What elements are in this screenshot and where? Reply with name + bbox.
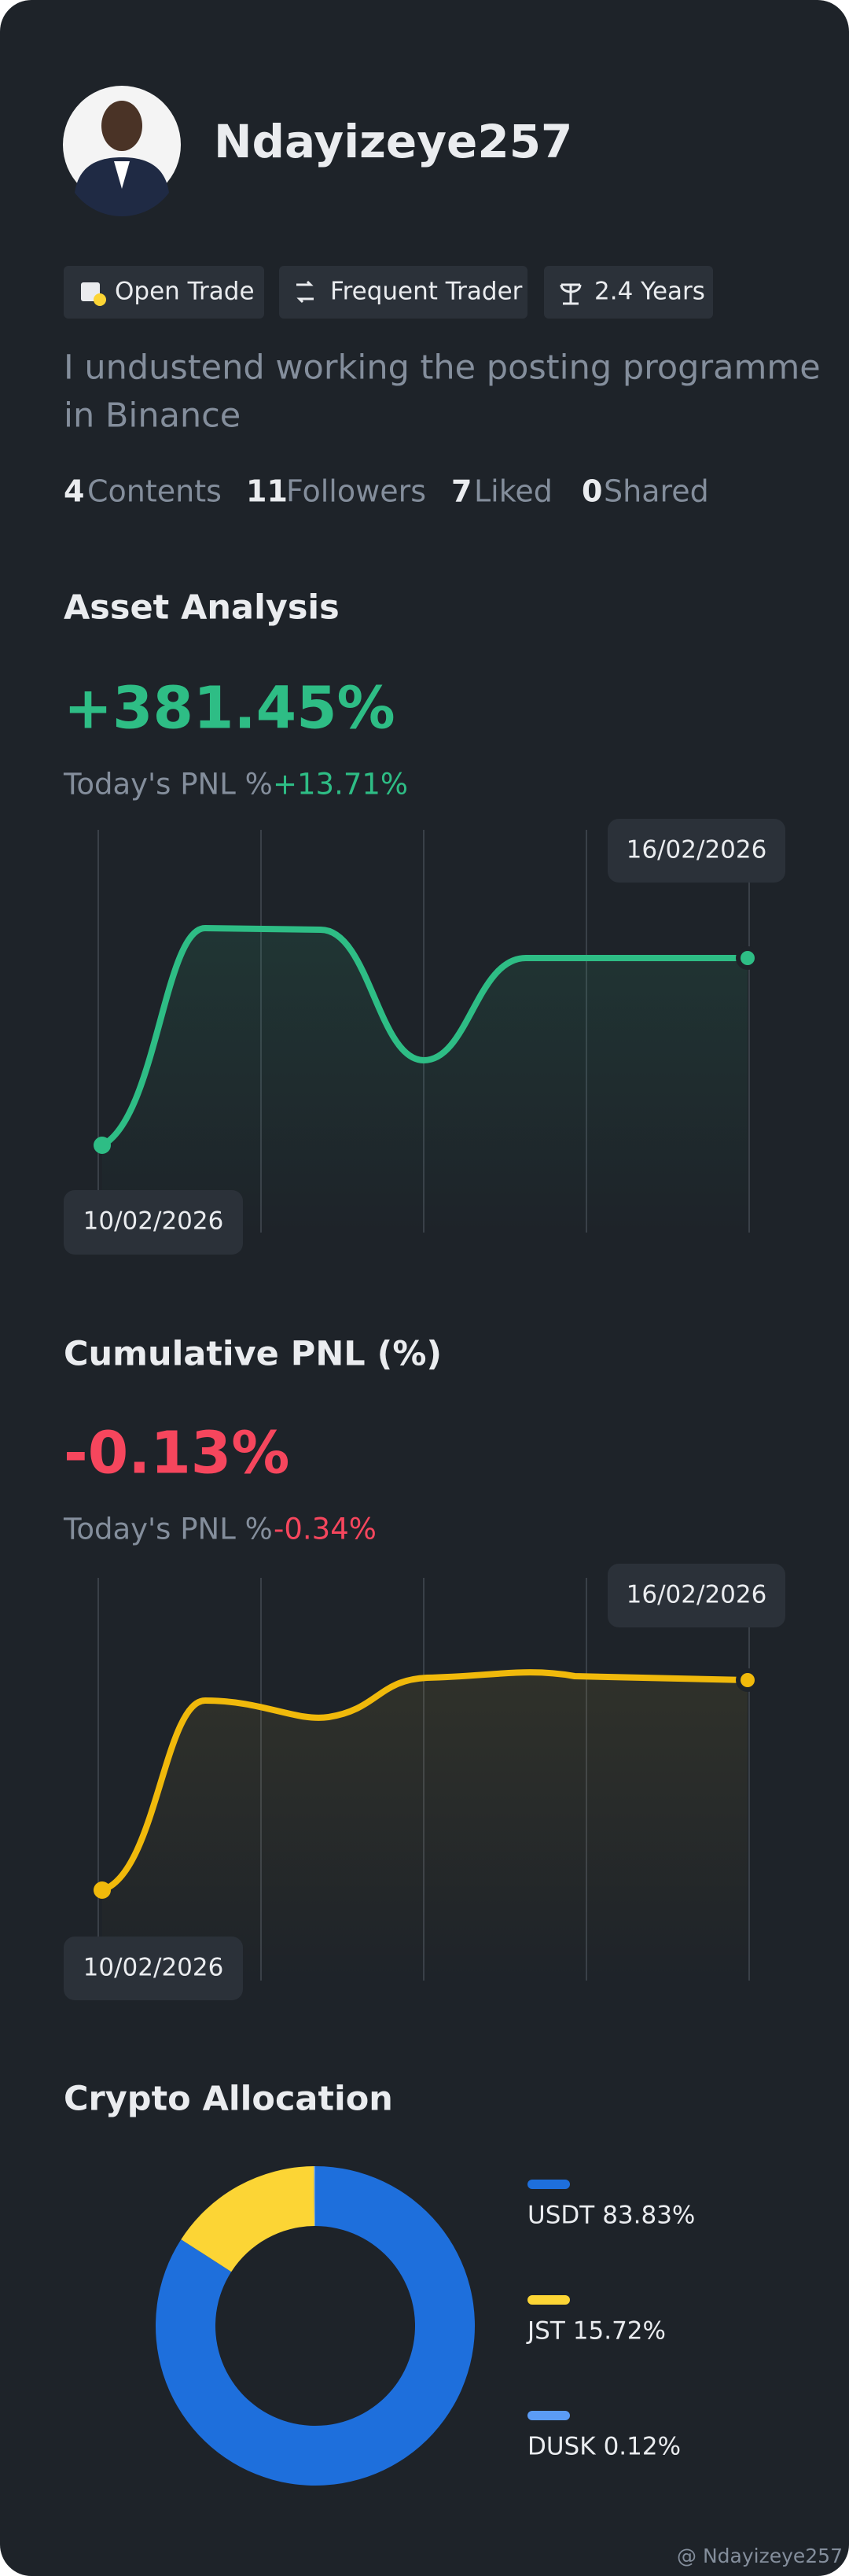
date-tooltip: 10/02/2026 bbox=[83, 1954, 224, 1982]
pie-slice bbox=[181, 2166, 315, 2272]
badge: Frequent Trader bbox=[330, 278, 523, 306]
pie-slice bbox=[314, 2166, 315, 2227]
badge: 2.4 Years bbox=[594, 278, 705, 306]
stat-value: 4 bbox=[64, 474, 84, 509]
legend-label: USDT bbox=[527, 2202, 595, 2230]
today-value: +13.71% bbox=[273, 768, 408, 802]
pie-slice bbox=[155, 2166, 475, 2486]
bio: I undustend working the posting programm… bbox=[64, 348, 821, 388]
watermark: @ Ndayizeye257 bbox=[677, 2545, 843, 2567]
date-tooltip: 10/02/2026 bbox=[83, 1207, 224, 1236]
headline-value: +381.45% bbox=[64, 675, 395, 743]
section-title: Cumulative PNL (%) bbox=[64, 1335, 442, 1374]
legend-label: DUSK bbox=[527, 2433, 596, 2461]
avatar bbox=[63, 86, 181, 217]
date-tooltip: 16/02/2026 bbox=[627, 1581, 767, 1609]
stat-label: Followers bbox=[286, 474, 426, 509]
stat-label: Liked bbox=[474, 474, 553, 509]
section-title: Crypto Allocation bbox=[64, 2080, 393, 2119]
username: Ndayizeye257 bbox=[214, 115, 572, 168]
asset-chart bbox=[64, 819, 785, 1255]
date-tooltip: 16/02/2026 bbox=[627, 836, 767, 864]
legend-value: 83.83% bbox=[602, 2202, 695, 2230]
legend-value: 0.12% bbox=[604, 2433, 681, 2461]
headline-value: -0.13% bbox=[64, 1420, 289, 1487]
bio: in Binance bbox=[64, 396, 241, 436]
legend-swatch bbox=[527, 2295, 570, 2305]
legend-swatch bbox=[527, 2180, 570, 2189]
today-label: Today's PNL % bbox=[63, 1513, 273, 1546]
legend-value: 15.72% bbox=[573, 2317, 666, 2346]
pnl-chart bbox=[64, 1564, 785, 2000]
section-title: Asset Analysis bbox=[64, 588, 340, 628]
stat-label: Shared bbox=[604, 474, 709, 509]
today-label: Today's PNL % bbox=[63, 768, 273, 802]
today-value: -0.34% bbox=[274, 1513, 377, 1546]
badge: Open Trade bbox=[115, 278, 255, 306]
badges bbox=[64, 266, 713, 319]
stat-value: 11 bbox=[246, 474, 288, 509]
stat-value: 0 bbox=[582, 474, 602, 509]
legend-label: JST bbox=[526, 2317, 566, 2346]
legend-swatch bbox=[527, 2411, 570, 2420]
stat-label: Contents bbox=[87, 474, 222, 509]
stat-value: 7 bbox=[451, 474, 472, 509]
